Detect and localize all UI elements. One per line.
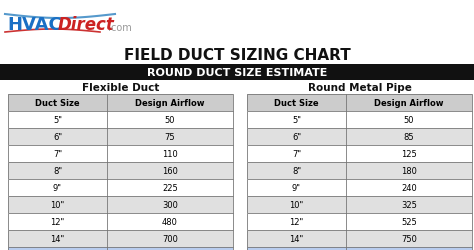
Text: 750: 750 — [401, 234, 417, 243]
Text: 325: 325 — [401, 200, 417, 209]
Text: Round Metal Pipe: Round Metal Pipe — [308, 83, 411, 93]
Text: 10": 10" — [50, 200, 64, 209]
Text: 7": 7" — [292, 150, 301, 158]
Bar — [8, 196, 233, 213]
Bar — [247, 230, 472, 247]
Bar — [8, 162, 233, 179]
Text: 180: 180 — [401, 166, 417, 175]
Bar — [247, 94, 472, 112]
Bar — [8, 230, 233, 247]
Text: 480: 480 — [162, 217, 178, 226]
Text: 12": 12" — [289, 217, 304, 226]
Text: 10": 10" — [289, 200, 304, 209]
Bar — [247, 247, 472, 250]
Bar — [247, 213, 472, 230]
Bar — [247, 179, 472, 196]
Text: 50: 50 — [404, 116, 414, 124]
Bar — [8, 146, 233, 162]
Text: Duct Size: Duct Size — [274, 98, 319, 108]
Text: ROUND DUCT SIZE ESTIMATE: ROUND DUCT SIZE ESTIMATE — [147, 68, 327, 78]
Text: 240: 240 — [401, 183, 417, 192]
Text: 525: 525 — [401, 217, 417, 226]
Bar — [8, 213, 233, 230]
Bar — [247, 247, 472, 250]
Text: Design Airflow: Design Airflow — [135, 98, 205, 108]
Bar — [8, 179, 233, 196]
Text: .com: .com — [108, 23, 132, 33]
Bar — [247, 128, 472, 146]
Text: 12": 12" — [50, 217, 64, 226]
Bar — [8, 213, 233, 230]
Bar — [247, 179, 472, 196]
Text: HVAC: HVAC — [7, 16, 62, 34]
Text: 6": 6" — [53, 132, 62, 141]
Text: Design Airflow: Design Airflow — [374, 98, 444, 108]
Text: 9": 9" — [292, 183, 301, 192]
Text: 5": 5" — [53, 116, 62, 124]
Text: 14": 14" — [289, 234, 304, 243]
Text: 110: 110 — [162, 150, 178, 158]
Text: Direct: Direct — [58, 16, 115, 34]
Bar — [247, 112, 472, 128]
Bar — [247, 146, 472, 162]
Bar — [8, 112, 233, 128]
Bar — [8, 128, 233, 146]
Bar — [247, 162, 472, 179]
Text: 6": 6" — [292, 132, 301, 141]
Text: 300: 300 — [162, 200, 178, 209]
Bar — [247, 213, 472, 230]
Bar — [8, 112, 233, 128]
Text: 8": 8" — [292, 166, 301, 175]
Text: 700: 700 — [162, 234, 178, 243]
Text: 50: 50 — [165, 116, 175, 124]
Bar — [247, 112, 472, 128]
Bar — [8, 196, 233, 213]
Bar — [8, 94, 233, 112]
Text: 160: 160 — [162, 166, 178, 175]
Bar — [247, 230, 472, 247]
Text: 125: 125 — [401, 150, 417, 158]
Bar — [247, 146, 472, 162]
Bar — [247, 128, 472, 146]
Bar — [8, 94, 233, 112]
Bar — [8, 179, 233, 196]
Bar — [8, 128, 233, 146]
Text: 5": 5" — [292, 116, 301, 124]
Bar — [247, 196, 472, 213]
Bar — [247, 196, 472, 213]
Bar — [8, 146, 233, 162]
Bar — [8, 247, 233, 250]
Bar — [8, 230, 233, 247]
Bar — [0, 65, 474, 81]
Bar — [8, 247, 233, 250]
Text: 225: 225 — [162, 183, 178, 192]
Text: 14": 14" — [50, 234, 64, 243]
Bar — [8, 162, 233, 179]
Bar — [247, 162, 472, 179]
Text: FIELD DUCT SIZING CHART: FIELD DUCT SIZING CHART — [124, 47, 350, 62]
Text: 85: 85 — [404, 132, 414, 141]
Text: 75: 75 — [164, 132, 175, 141]
Text: Flexible Duct: Flexible Duct — [82, 83, 159, 93]
Text: 9": 9" — [53, 183, 62, 192]
Text: Duct Size: Duct Size — [35, 98, 80, 108]
Text: 8": 8" — [53, 166, 62, 175]
Text: 7": 7" — [53, 150, 62, 158]
Bar — [247, 94, 472, 112]
